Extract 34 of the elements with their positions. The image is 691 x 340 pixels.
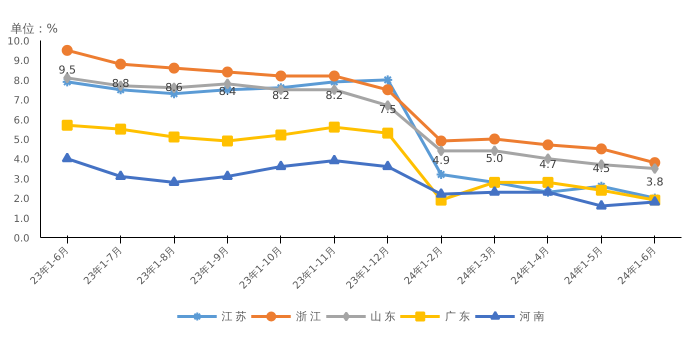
y-tick-label: 7.0 — [14, 96, 30, 107]
legend-label: 河 南 — [519, 308, 545, 324]
y-tick-label: 1.0 — [14, 214, 30, 225]
data-label: 8.2 — [326, 88, 344, 102]
x-tick-label: 24年1-6月 — [616, 244, 659, 288]
data-label: 8.2 — [272, 88, 290, 102]
legend-label: 山 东 — [370, 308, 396, 324]
data-label: 9.5 — [58, 63, 76, 76]
x-tick-label: 23年1-6月 — [28, 244, 72, 288]
x-tick-label: 24年1-2月 — [402, 244, 446, 288]
x-tick-label: 24年1-5月 — [562, 244, 606, 288]
x-tick-label: 23年1-9月 — [188, 244, 232, 288]
data-label: 4.5 — [592, 162, 610, 175]
y-tick-label: 10.0 — [7, 36, 30, 48]
legend-label: 浙 江 — [296, 308, 322, 324]
y-axis-title: 单位：% — [10, 22, 58, 36]
legend-label: 广 东 — [444, 308, 470, 324]
y-tick-label: 0.0 — [14, 234, 30, 244]
data-label: 3.8 — [646, 176, 664, 189]
y-tick-label: 8.0 — [14, 76, 30, 87]
y-tick-label: 6.0 — [14, 115, 30, 126]
data-label: 5.0 — [486, 152, 504, 165]
x-tick-label: 23年1-8月 — [134, 244, 178, 288]
legend-label: 江 苏 — [221, 308, 247, 324]
y-tick-label: 9.0 — [14, 56, 30, 68]
x-tick-label: 24年1-3月 — [455, 244, 498, 288]
data-label: 7.5 — [378, 102, 396, 116]
data-label: 4.7 — [539, 158, 557, 171]
x-tick-label: 24年1-4月 — [508, 244, 552, 288]
y-tick-label: 4.0 — [14, 154, 30, 166]
y-tick-label: 2.0 — [14, 194, 30, 206]
y-tick-label: 3.0 — [14, 174, 30, 186]
x-tick-label: 23年1-7月 — [81, 244, 125, 288]
y-tick-label: 5.0 — [14, 135, 30, 146]
